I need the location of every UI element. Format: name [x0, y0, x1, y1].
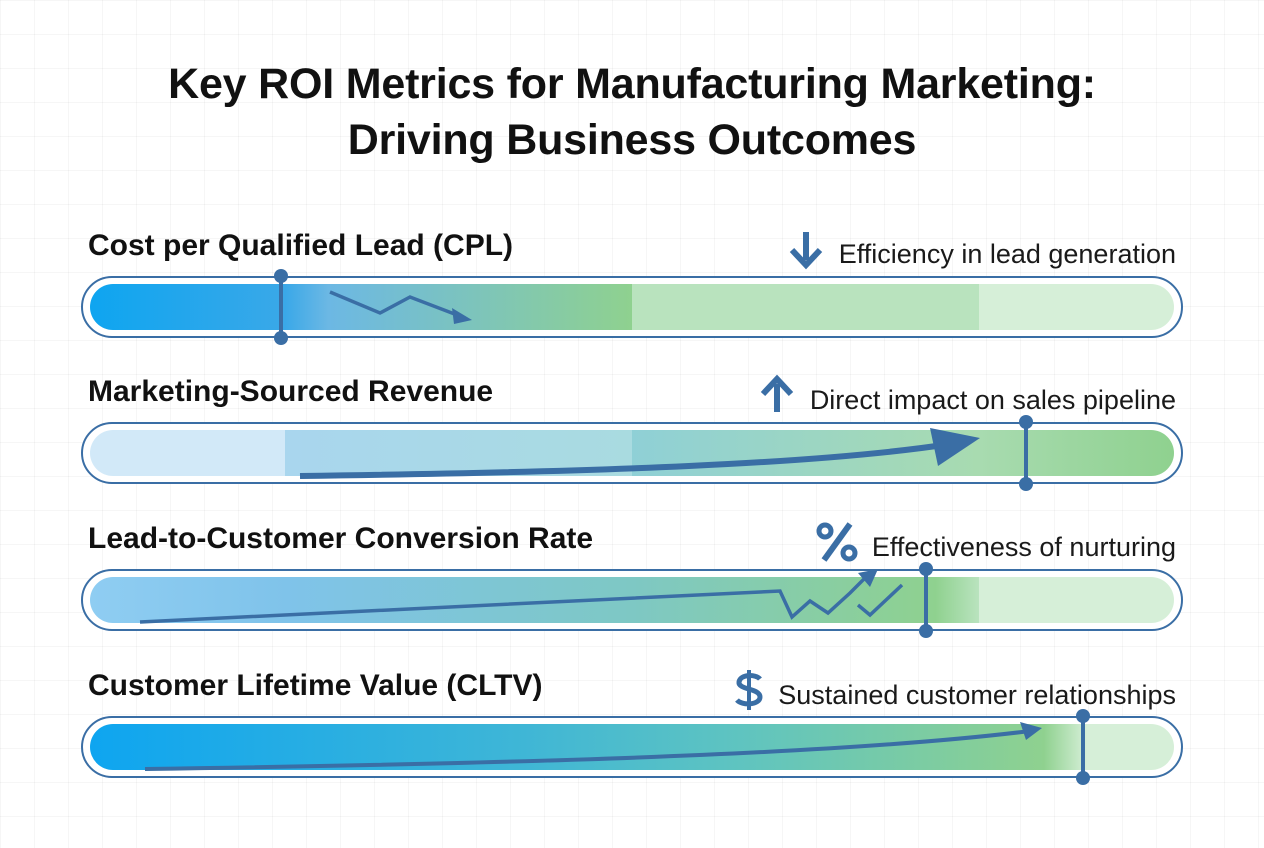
metric-description: Effectiveness of nurturing — [814, 521, 1176, 572]
track-fill — [90, 284, 1174, 330]
arrow-up-icon — [756, 374, 798, 425]
track-fill — [90, 724, 1174, 770]
trend-arrow — [299, 441, 951, 479]
metric-marker — [919, 562, 933, 638]
dollar-icon — [732, 668, 766, 721]
metric-track — [80, 415, 1184, 491]
percent-icon — [814, 521, 860, 572]
metric-cltv: Customer Lifetime Value (CLTV) Sustained… — [0, 668, 1264, 798]
page-title: Key ROI Metrics for Manufacturing Market… — [0, 56, 1264, 168]
metric-description-text: Efficiency in lead generation — [838, 238, 1176, 269]
metric-description: Sustained customer relationships — [732, 668, 1176, 721]
metric-name: Cost per Qualified Lead (CPL) — [88, 229, 514, 262]
metric-description-text: Direct impact on sales pipeline — [809, 384, 1176, 415]
metric-name: Customer Lifetime Value (CLTV) — [88, 669, 543, 702]
metric-description: Efficiency in lead generation — [785, 228, 1176, 279]
metric-track — [80, 269, 1184, 345]
metric-description: Direct impact on sales pipeline — [756, 374, 1176, 425]
title-line-2: Driving Business Outcomes — [347, 116, 917, 164]
title-line-1: Key ROI Metrics for Manufacturing Market… — [168, 60, 1096, 108]
metric-track — [80, 709, 1184, 785]
metric-marker — [1019, 415, 1033, 491]
metric-description-text: Sustained customer relationships — [778, 679, 1176, 710]
trend-arrow — [144, 729, 1031, 771]
metric-track — [80, 562, 1184, 638]
trend-arrow — [139, 571, 872, 624]
metric-marker — [1076, 709, 1090, 785]
metric-description-text: Effectiveness of nurturing — [871, 531, 1176, 562]
metric-name: Marketing-Sourced Revenue — [88, 375, 494, 408]
trend-arrow — [329, 290, 466, 320]
arrow-down-icon — [785, 228, 827, 279]
metric-marker — [274, 269, 288, 345]
metric-name: Lead-to-Customer Conversion Rate — [88, 522, 594, 555]
check-mark — [856, 583, 904, 618]
metric-revenue: Marketing-Sourced Revenue Direct impact … — [0, 374, 1264, 504]
metric-conversion: Lead-to-Customer Conversion Rate Effecti… — [0, 521, 1264, 651]
metric-cpl: Cost per Qualified Lead (CPL) Efficiency… — [0, 228, 1264, 358]
track-fill — [90, 430, 1174, 476]
